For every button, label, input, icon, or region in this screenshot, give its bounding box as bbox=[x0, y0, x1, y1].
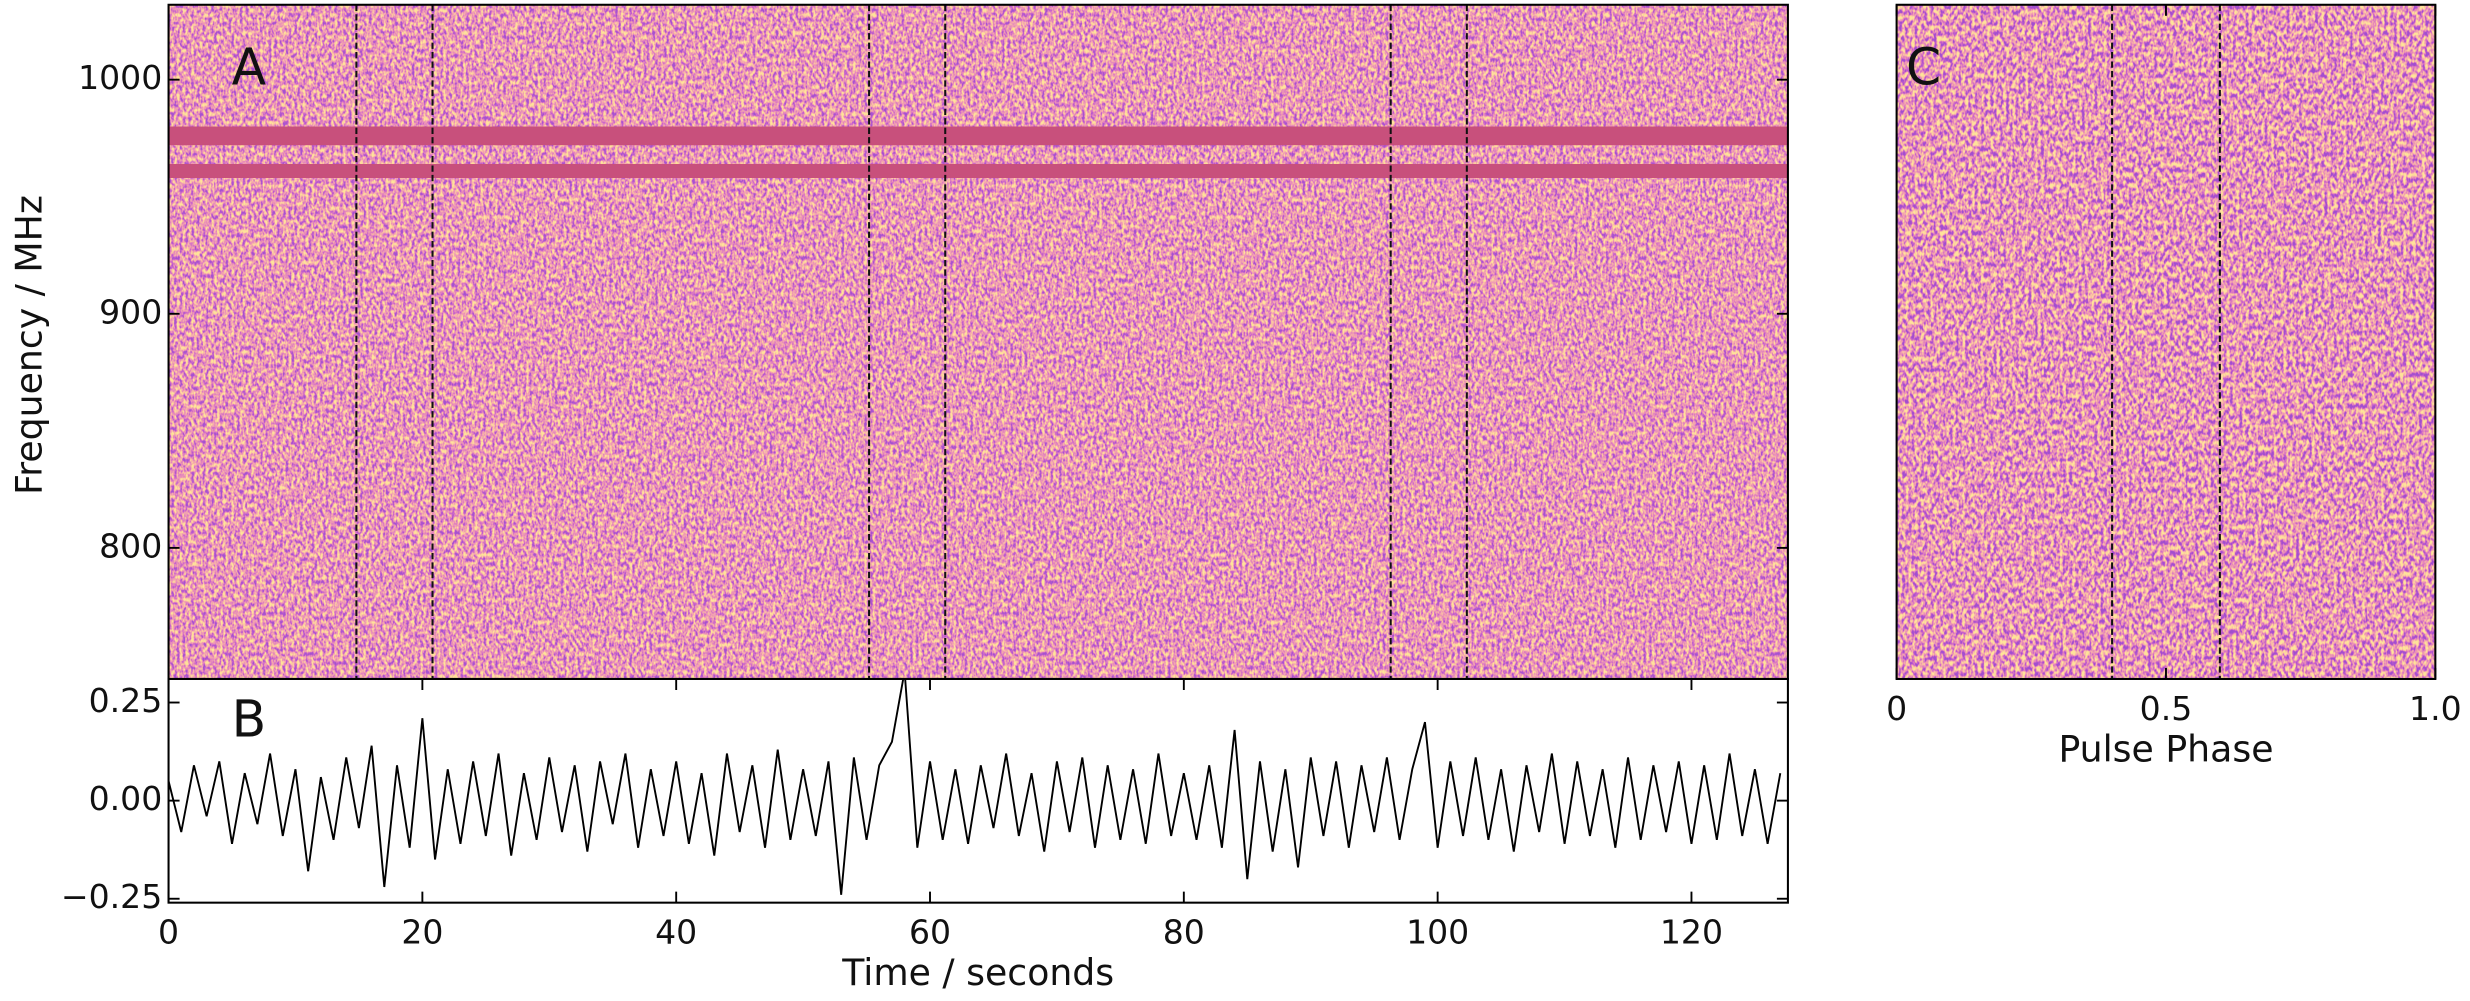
y-tick-label: −0.25 bbox=[61, 877, 162, 916]
y-tick-label: 0.00 bbox=[89, 779, 163, 818]
y-tick-label: 1000 bbox=[78, 58, 162, 97]
flagged-band bbox=[168, 126, 1788, 146]
x-tick-label: 60 bbox=[909, 913, 951, 952]
x-tick-label: 0.5 bbox=[2140, 689, 2193, 728]
x-tick-label: 1.0 bbox=[2409, 689, 2462, 728]
y-tick-label: 800 bbox=[99, 526, 162, 565]
panel: −0.25 0.00 0.25 0 20 40 60 80 100 120 B Time / seco… bbox=[61, 677, 1789, 994]
plot-area bbox=[1896, 4, 2436, 679]
x-tick-label: 120 bbox=[1660, 913, 1723, 952]
x-tick-label: 100 bbox=[1406, 913, 1469, 952]
series-line bbox=[168, 678, 1782, 895]
y-tick-label: 0.25 bbox=[89, 681, 163, 720]
x-tick-label: 40 bbox=[655, 913, 697, 952]
x-tick-label: 80 bbox=[1163, 913, 1205, 952]
plot-area bbox=[168, 4, 1788, 679]
heatmap-image bbox=[168, 4, 1788, 679]
y-axis-label: Frequency / MHz bbox=[8, 195, 51, 495]
panel: 0 0.5 1.0 C Pulse Phase bbox=[1886, 3, 2462, 770]
x-tick-label: 20 bbox=[401, 913, 443, 952]
y-tick-label: 900 bbox=[99, 292, 162, 331]
x-tick-label: 0 bbox=[158, 913, 179, 952]
x-axis-label: Pulse Phase bbox=[2058, 727, 2273, 770]
flagged-band bbox=[168, 163, 1788, 179]
panel: 800 900 1000 A Frequency / MHz bbox=[8, 3, 1789, 681]
x-axis-label: Time / seconds bbox=[841, 951, 1114, 994]
panel-label: A bbox=[232, 37, 267, 96]
x-tick-label: 0 bbox=[1886, 689, 1907, 728]
heatmap-image bbox=[1896, 4, 2436, 679]
frame bbox=[167, 677, 1789, 904]
panel-label: C bbox=[1906, 37, 1941, 96]
plot-area bbox=[168, 678, 1782, 895]
panel-label: B bbox=[232, 690, 267, 749]
